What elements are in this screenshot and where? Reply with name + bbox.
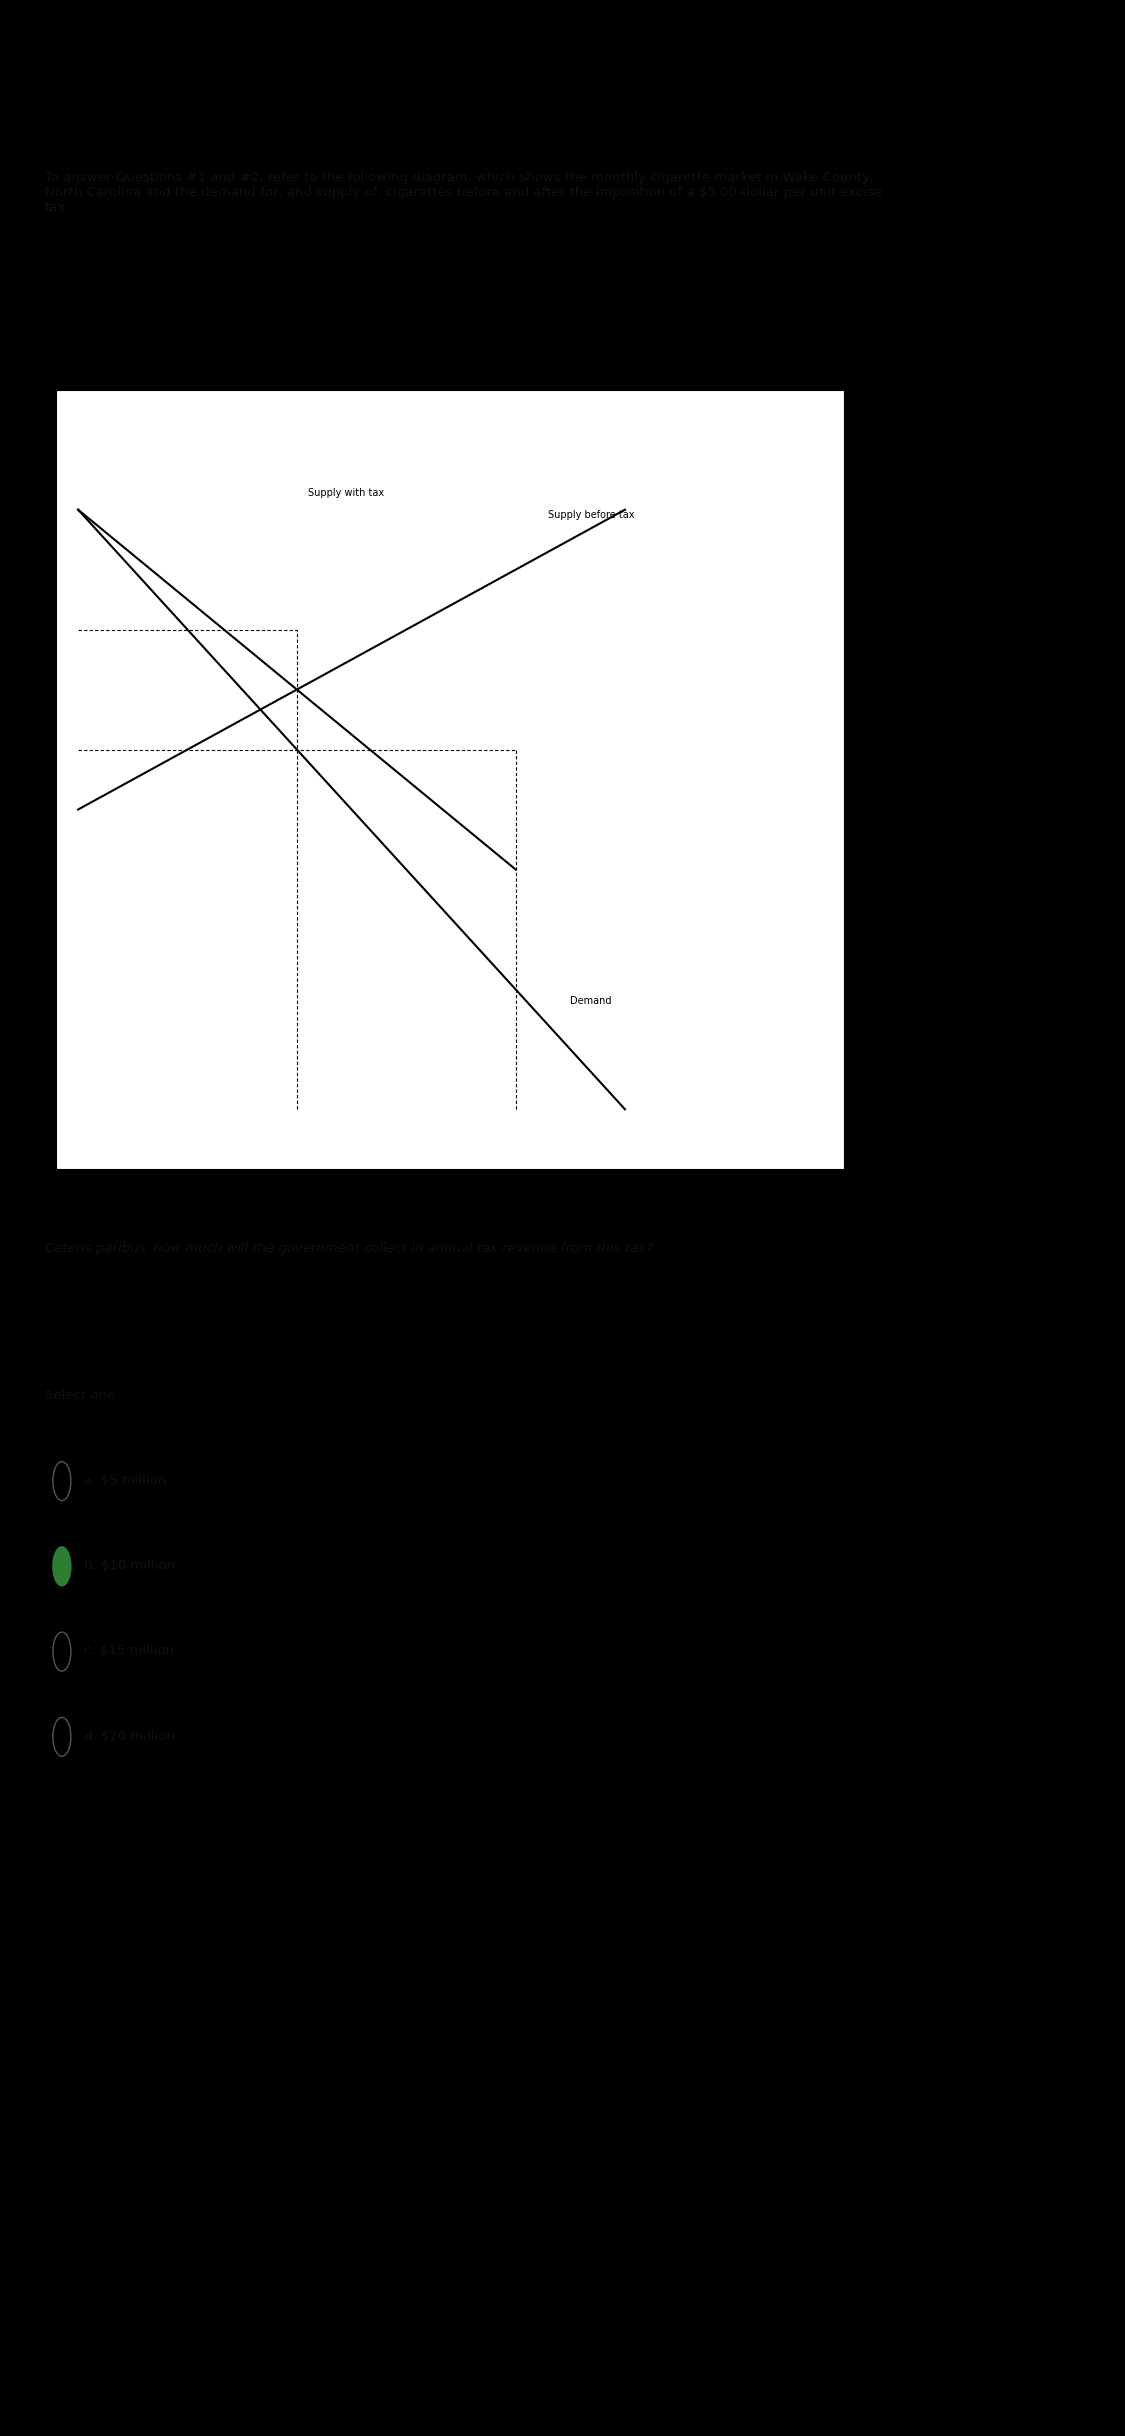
Text: b. $10 million: b. $10 million [84, 1559, 176, 1571]
Text: d. $20 million: d. $20 million [84, 1730, 176, 1742]
Text: a. $5 million: a. $5 million [84, 1474, 166, 1486]
Text: Supply with tax: Supply with tax [308, 487, 384, 497]
Text: Ceteris paribus, how much will the government collect in annual tax revenue from: Ceteris paribus, how much will the gover… [45, 1242, 652, 1255]
Text: Select one:: Select one: [45, 1389, 119, 1401]
Y-axis label: Per Pack Price: Per Pack Price [4, 745, 15, 814]
Text: To answer Questions #1 and #2, refer to the following diagram, which shows the m: To answer Questions #1 and #2, refer to … [45, 171, 882, 214]
Text: c. $15 million: c. $15 million [84, 1644, 174, 1656]
Text: Supply before tax: Supply before tax [549, 509, 634, 519]
Circle shape [53, 1547, 71, 1586]
Title: Exam 2, Figure 1 – The Wake County Market for Cigarettes: Exam 2, Figure 1 – The Wake County Marke… [267, 373, 633, 382]
X-axis label: Quantity Per Year
(Millions of Packs): Quantity Per Year (Millions of Packs) [406, 1194, 494, 1216]
Text: Demand: Demand [570, 996, 612, 1006]
